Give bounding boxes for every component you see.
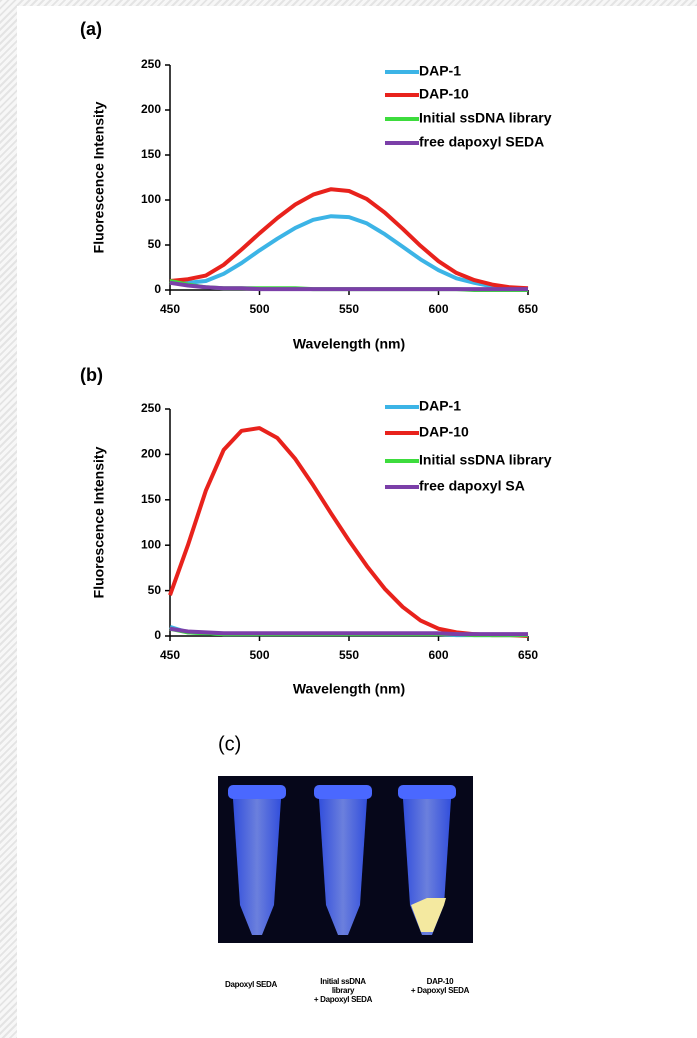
- y-tick-label: 150: [141, 492, 161, 506]
- photo: [218, 776, 473, 943]
- x-axis-title: Wavelength (nm): [293, 681, 405, 697]
- legend-label: Initial ssDNA library: [419, 452, 552, 468]
- panel-label: (a): [80, 19, 102, 39]
- y-tick-label: 50: [148, 237, 162, 251]
- y-axis-title: Fluorescence Intensity: [91, 101, 107, 253]
- x-tick-label: 650: [518, 302, 538, 316]
- y-tick-label: 100: [141, 537, 161, 551]
- legend-label: DAP-10: [419, 86, 469, 102]
- legend-label: free dapoxyl SA: [419, 478, 525, 494]
- panel-label: (c): [218, 733, 241, 755]
- legend-label: DAP-10: [419, 424, 469, 440]
- legend-label: Initial ssDNA library: [419, 110, 552, 126]
- series-line: [169, 280, 528, 292]
- x-tick-label: 600: [428, 302, 448, 316]
- figure: (c) (a) Wavelength (nm) Fluorescence Inten…: [17, 6, 697, 1038]
- figure-canvas: (c) (a) Wavelength (nm) Fluorescence Inten…: [80, 19, 552, 1004]
- y-tick-label: 200: [141, 447, 161, 461]
- y-tick-label: 0: [154, 282, 161, 296]
- photo-caption: Dapoxyl SEDA: [225, 980, 277, 989]
- y-tick-label: 0: [154, 628, 161, 642]
- tube: [314, 785, 372, 935]
- panel-label: (b): [80, 365, 103, 385]
- y-tick-label: 50: [148, 583, 162, 597]
- x-tick-label: 450: [160, 648, 180, 662]
- legend-label: free dapoxyl SEDA: [419, 134, 544, 150]
- photo-caption: library: [332, 986, 355, 995]
- tube: [228, 785, 286, 935]
- series-line: [169, 626, 528, 637]
- y-tick-label: 150: [141, 147, 161, 161]
- series-line: [169, 187, 529, 291]
- y-tick-label: 100: [141, 192, 161, 206]
- x-tick-label: 550: [339, 302, 359, 316]
- tube: [398, 785, 456, 935]
- y-tick-label: 200: [141, 102, 161, 116]
- x-tick-label: 500: [249, 648, 269, 662]
- x-tick-label: 500: [249, 302, 269, 316]
- photo-caption: Initial ssDNA: [320, 977, 366, 986]
- photo-caption: + Dapoxyl SEDA: [411, 986, 470, 995]
- photo-caption: DAP-10: [427, 977, 455, 986]
- photo-caption: + Dapoxyl SEDA: [314, 995, 373, 1004]
- x-tick-label: 450: [160, 302, 180, 316]
- y-tick-label: 250: [141, 401, 161, 415]
- y-tick-label: 250: [141, 57, 161, 71]
- x-tick-label: 550: [339, 648, 359, 662]
- x-tick-label: 600: [428, 648, 448, 662]
- series-line: [170, 214, 529, 292]
- y-axis-title: Fluorescence Intensity: [91, 446, 107, 598]
- legend-label: DAP-1: [419, 398, 461, 414]
- legend-label: DAP-1: [419, 63, 461, 79]
- x-tick-label: 650: [518, 648, 538, 662]
- x-axis-title: Wavelength (nm): [293, 336, 405, 352]
